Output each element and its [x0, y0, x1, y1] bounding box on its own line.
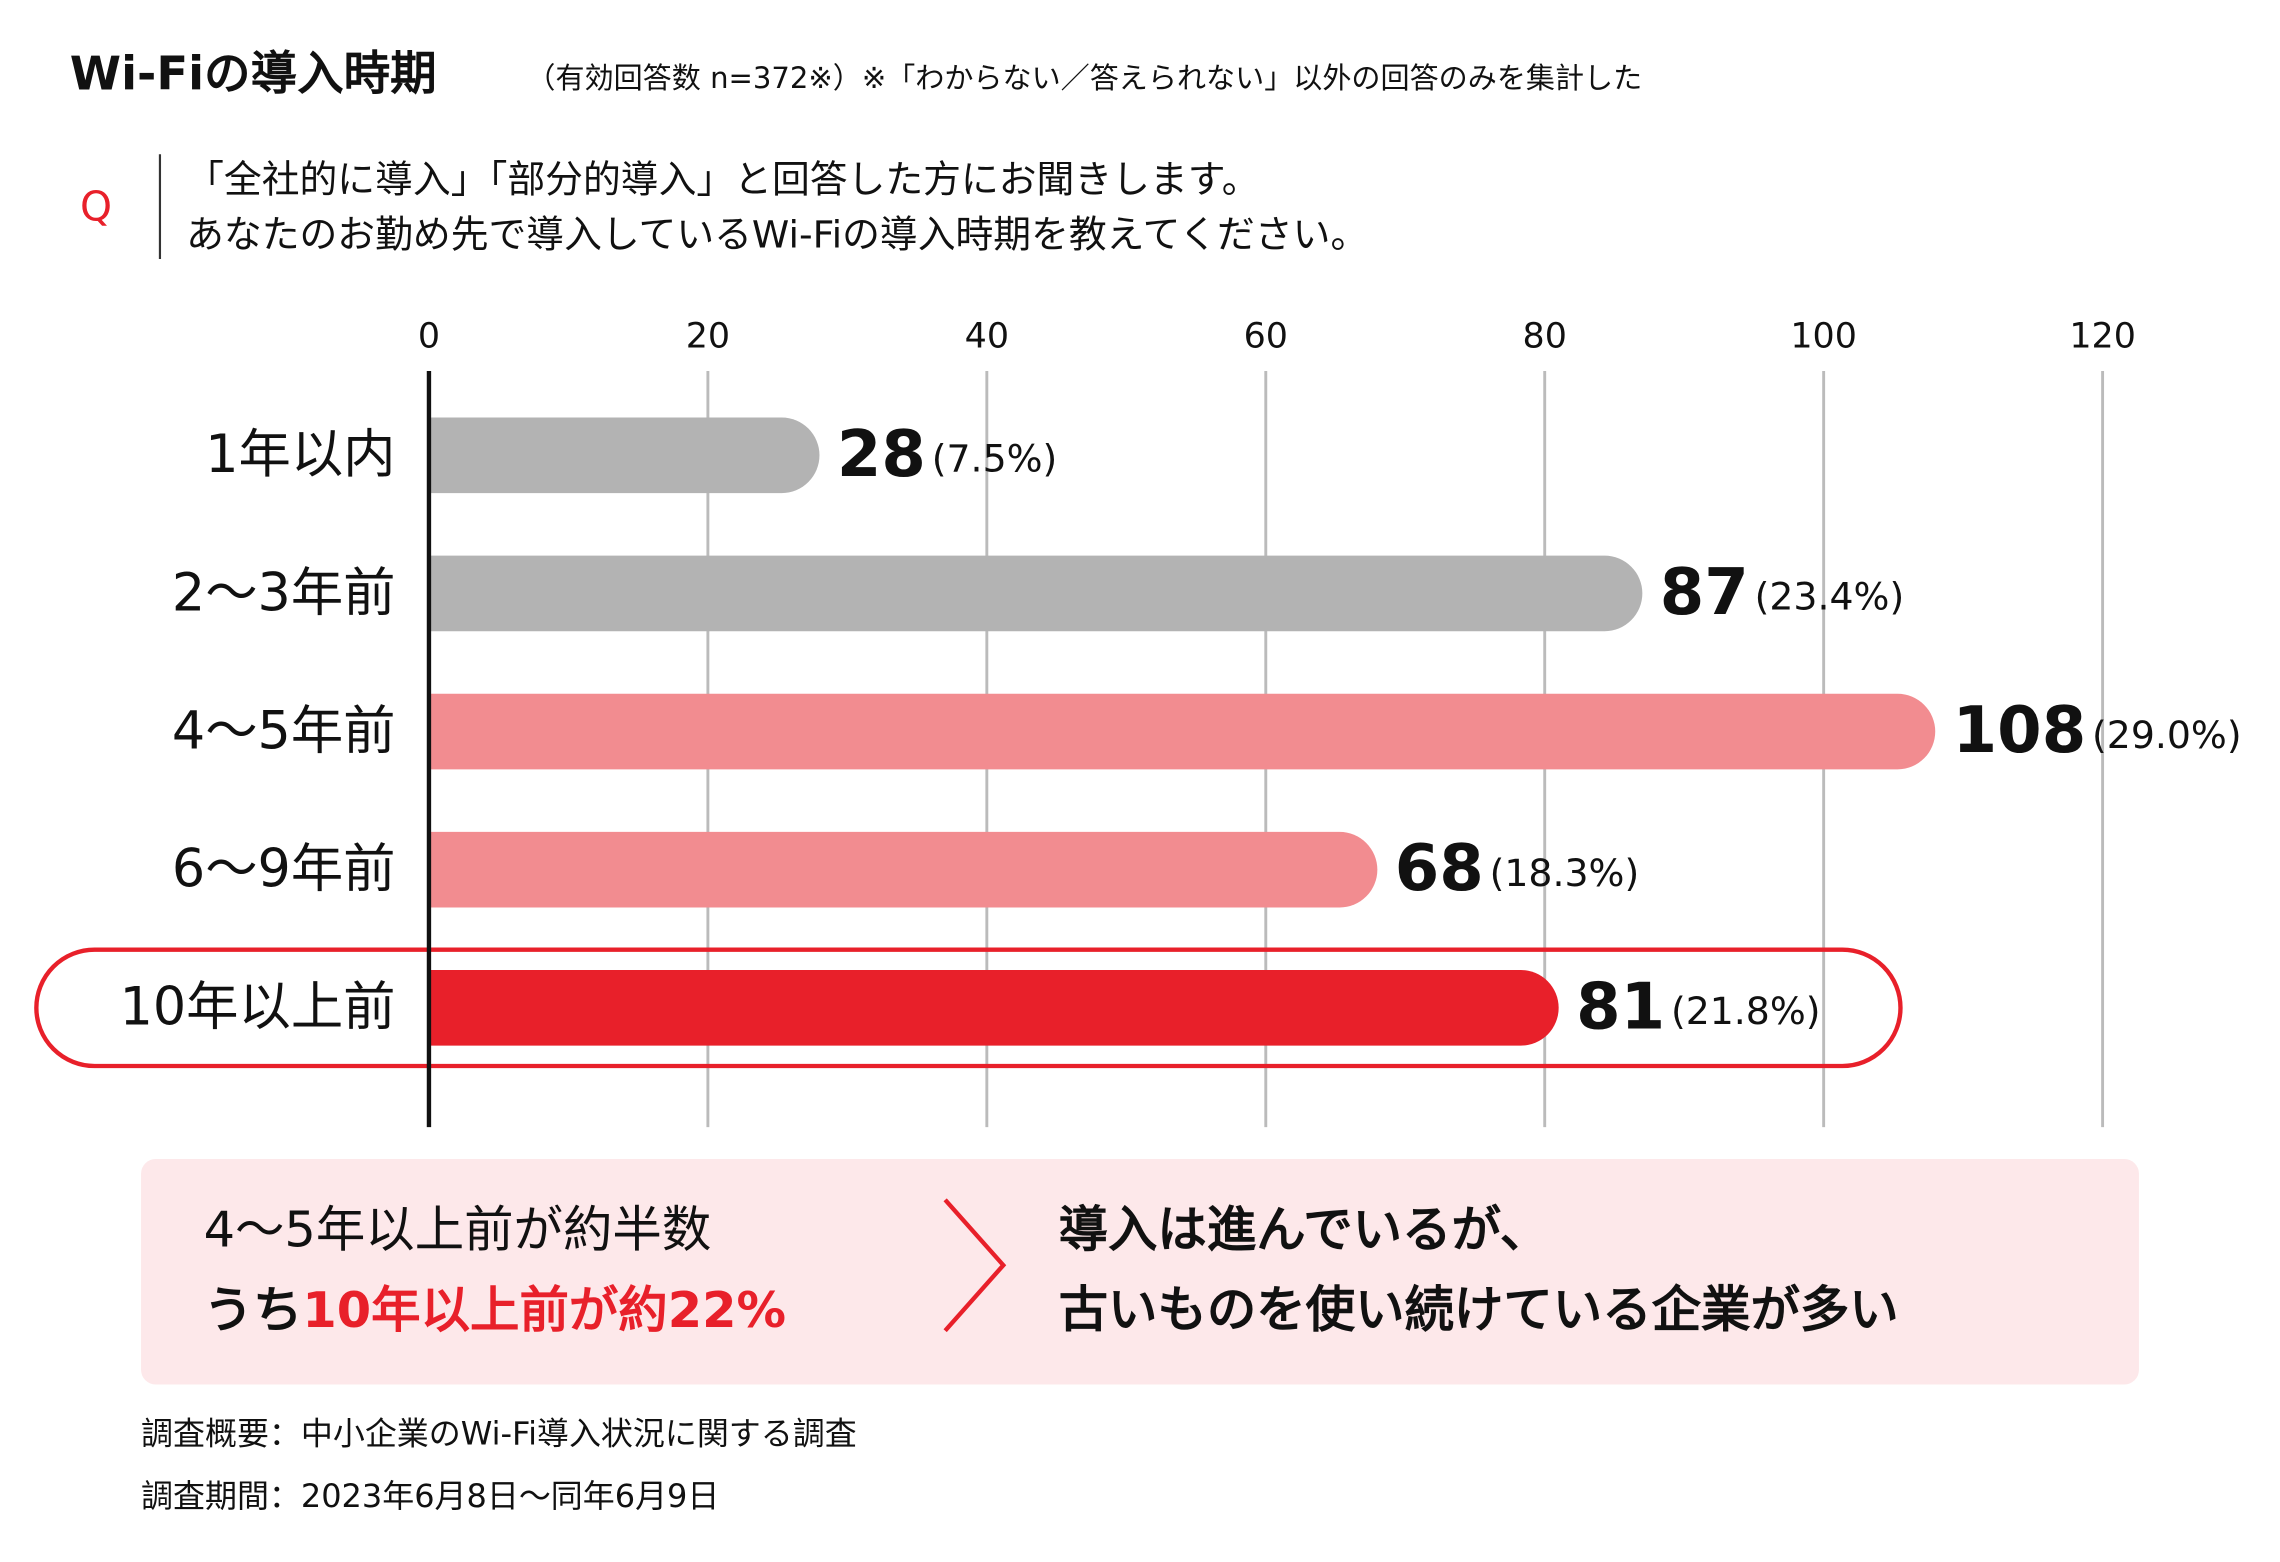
- value-label: 81: [1576, 970, 1665, 1044]
- x-tick-label: 60: [1244, 317, 1288, 357]
- y-tick-label: 6〜9年前: [172, 839, 396, 900]
- summary-highlight: 10年以上前が約22%: [302, 1281, 786, 1339]
- subtitle: （有効回答数 n=372※）※「わからない／答えられない」以外の回答のみを集計し…: [526, 61, 1642, 95]
- question-line: 「全社的に導入」「部分的導入」と回答した方にお聞きします。: [186, 157, 1259, 201]
- x-tick-label: 120: [2069, 317, 2136, 357]
- summary-text: うち10年以上前が約22%: [204, 1281, 786, 1339]
- y-tick-label: 4〜5年前: [172, 700, 396, 761]
- q-label: Q: [80, 183, 112, 231]
- plot: 0 20 40 60 80 100 120 1年以内 28 (7.5%) 2〜3年前 87 (23.4%…: [34, 317, 2242, 1128]
- footnote: 調査概要：中小企業のWi-Fi導入状況に関する調査: [141, 1414, 857, 1452]
- bar: [428, 970, 1559, 1046]
- summary-prefix: うち: [204, 1281, 303, 1339]
- bar: [428, 831, 1378, 908]
- x-tick-label: 100: [1790, 317, 1857, 357]
- x-tick-label: 0: [418, 317, 440, 357]
- value-label: 28: [837, 418, 926, 492]
- bar: [428, 693, 1936, 770]
- percent-label: (23.4%): [1755, 575, 1905, 619]
- value-label: 87: [1660, 556, 1749, 630]
- footnote: 調査期間：2023年6月8日〜同年6月9日: [141, 1477, 719, 1515]
- title: Wi-Fiの導入時期: [70, 47, 437, 101]
- question-line: あなたのお勤め先で導入しているWi-Fiの導入時期を教えてください。: [186, 213, 1368, 257]
- percent-label: (18.3%): [1490, 851, 1640, 895]
- highlight-frame: [34, 947, 1903, 1069]
- percent-label: (21.8%): [1671, 989, 1821, 1033]
- percent-label: (29.0%): [2092, 713, 2242, 757]
- summary-text: 4〜5年以上前が約半数: [204, 1201, 712, 1259]
- conclusion-text: 導入は進んでいるが、: [1059, 1201, 1550, 1259]
- y-tick-label: 2〜3年前: [172, 562, 396, 623]
- percent-label: (7.5%): [932, 437, 1058, 481]
- bar: [428, 555, 1643, 632]
- conclusion-text: 古いものを使い続けている企業が多い: [1059, 1281, 1899, 1339]
- x-tick-label: 80: [1523, 317, 1567, 357]
- y-tick-label: 10年以上前: [120, 977, 396, 1038]
- bar: [428, 417, 820, 494]
- x-tick-label: 20: [686, 317, 730, 357]
- x-tick-label: 40: [965, 317, 1009, 357]
- summary-box: [141, 1159, 2139, 1385]
- value-label: 108: [1953, 694, 2087, 768]
- value-label: 68: [1395, 832, 1484, 906]
- y-tick-label: 1年以内: [205, 424, 395, 485]
- chevron: [943, 1198, 1007, 1333]
